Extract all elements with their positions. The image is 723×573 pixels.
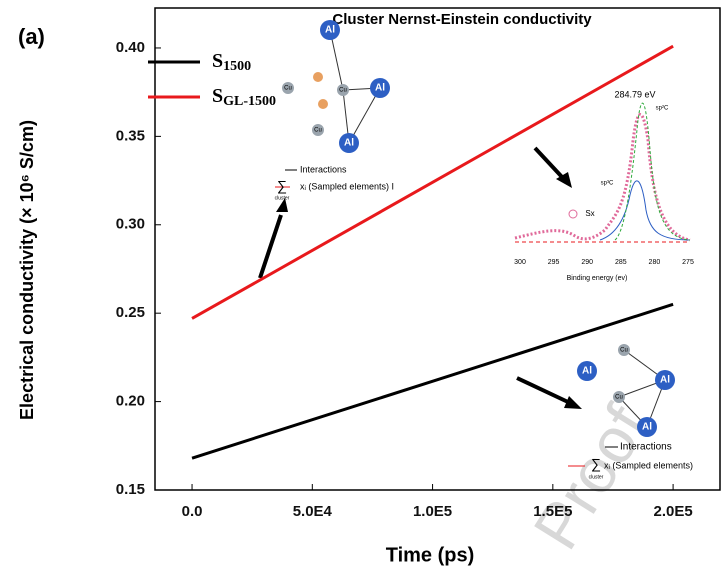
series-line <box>191 302 674 460</box>
inset-tick-label: 275 <box>682 259 694 266</box>
annotation: 284.79 eV <box>614 89 655 99</box>
annotation: Cu <box>314 128 322 134</box>
annotation: Cu <box>339 88 347 94</box>
annotation: Al <box>642 422 652 433</box>
annotation: Interactions <box>620 442 672 453</box>
inset-tick-label: 295 <box>548 259 560 266</box>
annotation: ∑ <box>591 456 601 472</box>
y-tick-label: 0.20 <box>116 393 145 410</box>
x-axis-label: Time (ps) <box>386 544 475 566</box>
x-tick-label: 2.0E5 <box>653 503 692 520</box>
y-tick-label: 0.35 <box>116 127 145 144</box>
inset-tick-label: 300 <box>514 259 526 266</box>
annotation: Cu <box>620 348 628 354</box>
panel-label: (a) <box>18 24 45 49</box>
annotation: Al <box>582 366 592 377</box>
annotation: xᵢ (Sampled elements) I <box>300 181 394 191</box>
chart-title: Cluster Nernst-Einstein conductivity <box>332 11 592 28</box>
x-tick-label: 5.0E4 <box>293 503 333 520</box>
annotation: cluster <box>275 195 290 201</box>
y-tick-label: 0.25 <box>116 304 145 321</box>
x-tick-label: 0.0 <box>182 503 203 520</box>
annotation: Sx <box>585 209 594 218</box>
annotation: Al <box>344 138 354 149</box>
y-axis-label: Electrical conductivity (× 10⁶ S/cm) <box>17 120 37 420</box>
y-tick-label: 0.40 <box>116 39 145 56</box>
inset-tick-label: 285 <box>615 259 627 266</box>
annotation: Cu <box>615 395 623 401</box>
x-tick-label: 1.5E5 <box>533 503 572 520</box>
annotation: Al <box>375 83 385 94</box>
annotation: Cu <box>284 86 292 92</box>
annotation: Al <box>325 25 335 36</box>
arrows <box>258 146 582 409</box>
annotation: xᵢ (Sampled elements) <box>604 460 693 470</box>
series-line <box>191 44 674 320</box>
annotation: sp²C <box>656 106 669 112</box>
cluster-diagram-top <box>275 20 390 188</box>
y-tick-label: 0.30 <box>116 216 145 233</box>
legend-label: S1500 <box>212 50 251 75</box>
legend-label: SGL-1500 <box>212 85 276 110</box>
x-tick-label: 1.0E5 <box>413 503 452 520</box>
annotation: ∑ <box>277 178 287 194</box>
inset-tick-label: 290 <box>581 259 593 266</box>
y-tick-label: 0.15 <box>116 481 145 498</box>
cluster-diagram-bottom <box>568 344 675 467</box>
annotation: Al <box>660 375 670 386</box>
plot-frame <box>154 7 721 491</box>
annotation: Binding energy (ev) <box>567 275 628 282</box>
xps-inset <box>514 102 691 243</box>
annotation: Interactions <box>300 164 347 174</box>
annotation: cluster <box>589 474 604 480</box>
annotation: sp³C <box>601 181 614 187</box>
inset-tick-label: 280 <box>649 259 661 266</box>
